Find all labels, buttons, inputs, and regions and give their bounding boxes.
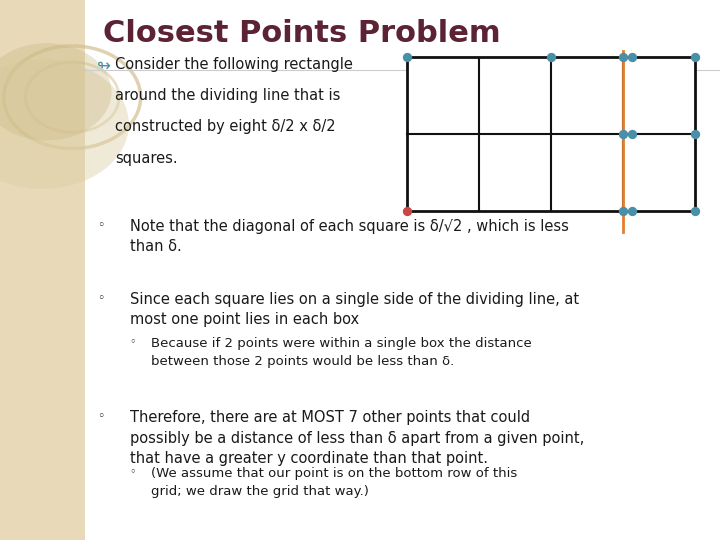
Point	[626, 206, 638, 215]
Text: squares.: squares.	[115, 151, 178, 166]
Bar	[407, 57, 695, 211]
Text: Note that the diagonal of each square is δ/√2 , which is less
than δ.: Note that the diagonal of each square is…	[130, 219, 569, 254]
Point	[617, 206, 629, 215]
Point	[545, 52, 557, 61]
Point	[401, 206, 413, 215]
Bar	[0, 0, 85, 540]
Point	[689, 206, 701, 215]
Text: ↬: ↬	[97, 57, 111, 75]
Point	[626, 52, 638, 61]
Text: ◦: ◦	[130, 467, 136, 477]
Bar	[407, 57, 695, 211]
Text: ◦: ◦	[97, 410, 104, 423]
Text: around the dividing line that is: around the dividing line that is	[115, 88, 341, 103]
Text: ◦: ◦	[130, 338, 136, 348]
Text: (We assume that our point is on the bottom row of this
grid; we draw the grid th: (We assume that our point is on the bott…	[151, 467, 518, 497]
Text: ◦: ◦	[97, 292, 104, 305]
Point	[626, 129, 638, 138]
Circle shape	[0, 59, 129, 189]
Point	[689, 52, 701, 61]
Point	[689, 129, 701, 138]
Point	[401, 52, 413, 61]
Point	[617, 52, 629, 61]
Text: Because if 2 points were within a single box the distance
between those 2 points: Because if 2 points were within a single…	[151, 338, 532, 368]
Point	[617, 129, 629, 138]
Text: Therefore, there are at MOST 7 other points that could
possibly be a distance of: Therefore, there are at MOST 7 other poi…	[130, 410, 584, 466]
Text: ◦: ◦	[97, 219, 104, 232]
Circle shape	[0, 43, 112, 140]
Text: Since each square lies on a single side of the dividing line, at
most one point : Since each square lies on a single side …	[130, 292, 579, 327]
Text: Closest Points Problem: Closest Points Problem	[103, 19, 500, 48]
Text: constructed by eight δ/2 x δ/2: constructed by eight δ/2 x δ/2	[115, 119, 336, 134]
Text: Consider the following rectangle: Consider the following rectangle	[115, 57, 353, 72]
